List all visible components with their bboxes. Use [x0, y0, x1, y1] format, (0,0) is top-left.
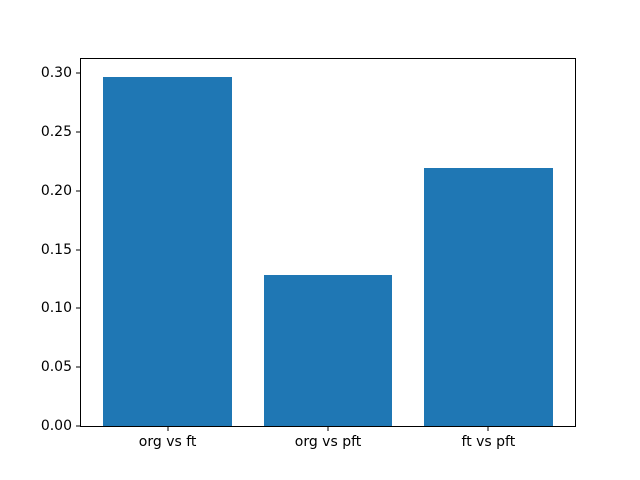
x-axis-tick-label: ft vs pft	[461, 434, 516, 450]
y-axis-tick-mark	[76, 425, 80, 427]
y-axis-tick-label: 0.10	[40, 300, 72, 317]
y-axis-tick-label: 0.20	[40, 182, 72, 199]
x-axis-tick-mark	[167, 427, 169, 431]
y-axis-tick-mark	[76, 131, 80, 133]
y-axis-tick-label: 0.30	[40, 65, 72, 82]
x-axis-tick-mark	[327, 427, 329, 431]
y-axis-tick-mark	[76, 307, 80, 309]
y-axis-tick-label: 0.15	[40, 241, 72, 258]
y-axis-tick-label: 0.05	[40, 359, 72, 376]
bar-org-vs-ft	[103, 76, 232, 426]
y-axis-tick-label: 0.25	[40, 123, 72, 140]
x-axis-tick-label: org vs ft	[138, 434, 197, 450]
x-axis-tick-mark	[487, 427, 489, 431]
y-axis-tick-mark	[76, 249, 80, 251]
bar-ft-vs-pft	[424, 168, 553, 426]
y-axis-tick-mark	[76, 190, 80, 192]
y-axis-tick-mark	[76, 72, 80, 74]
bar-org-vs-pft	[263, 275, 393, 426]
x-axis-tick-label: org vs pft	[294, 434, 362, 450]
axes-plot-area: 0.00 0.05 0.10 0.15 0.20 0.25 0.30 org vs ft org…	[41, 58, 576, 450]
y-axis-tick-label: 0.00	[40, 418, 72, 434]
y-axis-tick-mark	[76, 366, 80, 368]
